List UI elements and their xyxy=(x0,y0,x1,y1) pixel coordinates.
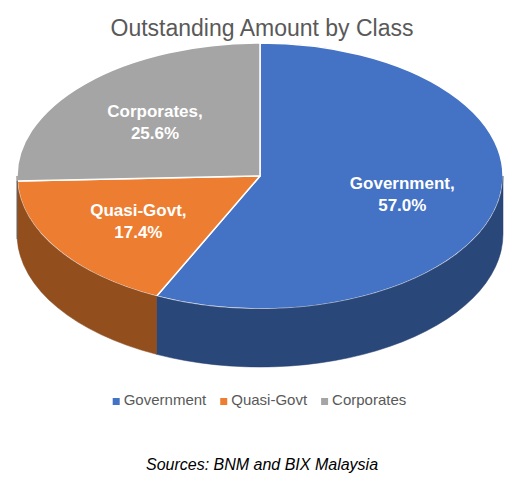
legend-swatch xyxy=(220,398,227,405)
pie-tops xyxy=(17,43,503,309)
data-label-name: Government, xyxy=(350,174,455,193)
legend-swatch xyxy=(113,398,120,405)
legend-item: Government xyxy=(113,391,207,408)
source: Sources: BNM and BIX Malaysia xyxy=(146,456,378,473)
title: Outstanding Amount by Class xyxy=(111,15,414,41)
legend-swatch xyxy=(321,398,328,405)
data-label-name: Corporates, xyxy=(107,102,202,121)
pie-slice xyxy=(17,43,260,181)
data-labels: Government, 57.0% Quasi-Govt, 17.4% Corporat… xyxy=(90,102,455,242)
pie-slice-side xyxy=(17,181,156,354)
pie-slice-side xyxy=(17,176,18,239)
legend: Government Quasi-Govt Corporates xyxy=(113,391,407,408)
data-label: 25.6% xyxy=(131,124,179,143)
data-label: 57.0% xyxy=(378,196,426,215)
data-label-name: Quasi-Govt, xyxy=(90,201,186,220)
pie-slice-side xyxy=(157,176,503,367)
legend-item: Quasi-Govt xyxy=(220,391,308,408)
data-label: 17.4% xyxy=(114,223,162,242)
chart: Outstanding Amount by Class Government, 57… xyxy=(0,0,519,494)
legend-label: Quasi-Govt xyxy=(231,391,308,408)
legend-label: Government xyxy=(124,391,207,408)
legend-item: Corporates xyxy=(321,391,406,408)
legend-label: Corporates xyxy=(332,391,406,408)
